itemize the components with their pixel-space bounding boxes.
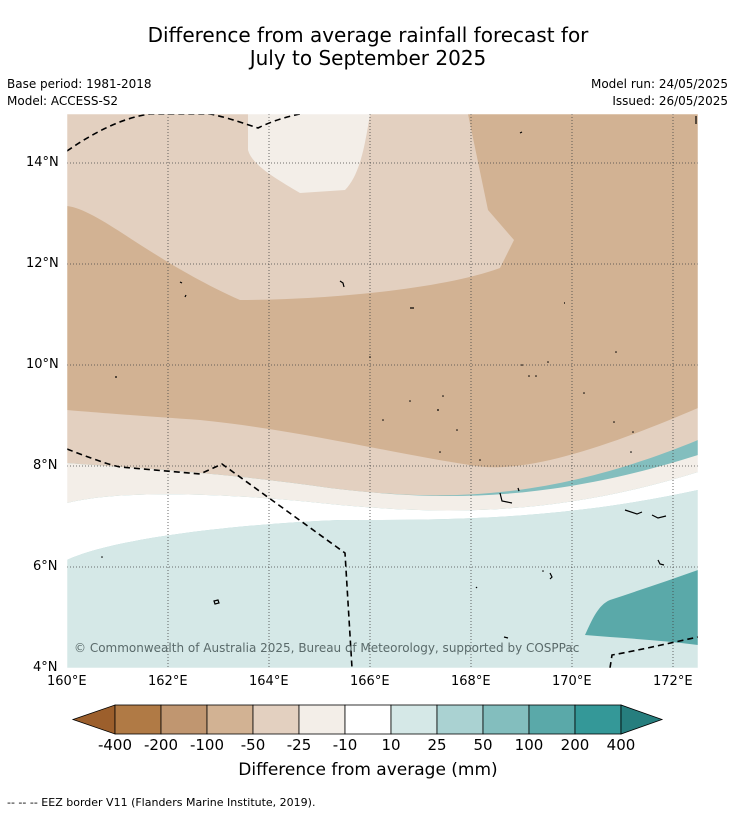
colorbar-segment	[436, 704, 484, 735]
colorbar-segment	[344, 704, 392, 735]
lon-label: 162°E	[148, 674, 188, 689]
island	[213, 599, 220, 605]
colorbar-tick-label: 100	[514, 736, 544, 754]
island	[503, 636, 509, 639]
band-fill-neg100-neg50	[67, 114, 698, 468]
graticule	[67, 114, 698, 668]
band-fill-10-25	[67, 490, 698, 668]
band-fill-100-200	[585, 570, 698, 645]
lon-label: 168°E	[451, 674, 491, 689]
base-period-text: Base period: 1981-2018	[7, 77, 152, 91]
colorbar-segment	[206, 704, 254, 735]
copyright-text: © Commonwealth of Australia 2025, Bureau…	[74, 641, 580, 655]
colorbar-segment	[528, 704, 576, 735]
lon-label: 170°E	[552, 674, 592, 689]
colorbar-tick-label: 400	[606, 736, 636, 754]
colorbar-tick-label: -10	[332, 736, 358, 754]
island	[339, 280, 345, 288]
lat-label: 6°N	[33, 559, 58, 574]
model-text: Model: ACCESS-S2	[7, 94, 119, 108]
colorbar-segment	[574, 704, 622, 735]
colorbar-title: Difference from average (mm)	[238, 760, 498, 780]
colorbar-extend-high	[620, 704, 664, 735]
lon-label: 160°E	[47, 674, 87, 689]
lat-label: 4°N	[33, 660, 58, 675]
eez-footnote: -- -- -- EEZ border V11 (Flanders Marine…	[7, 796, 316, 809]
island	[657, 559, 665, 566]
band-fill-neg10-10-patch	[248, 114, 370, 193]
island	[549, 572, 553, 580]
island	[499, 492, 513, 504]
colorbar-segment	[114, 704, 162, 735]
lat-label: 10°N	[26, 357, 59, 372]
lat-label: 8°N	[33, 458, 58, 473]
lon-label: 166°E	[350, 674, 390, 689]
lat-label: 12°N	[26, 256, 59, 271]
colorbar-tick-label: 200	[560, 736, 590, 754]
island	[624, 509, 643, 515]
colorbar-tick-label: 50	[473, 736, 493, 754]
lat-label: 14°N	[26, 155, 59, 170]
colorbar-extend-low	[71, 704, 116, 735]
island	[651, 514, 667, 519]
lon-label: 164°E	[249, 674, 289, 689]
island	[184, 294, 187, 298]
island-outlines	[115, 116, 697, 639]
band-fill-neg10-10	[67, 472, 698, 560]
colorbar-tick-label: -200	[143, 736, 179, 754]
map-title-line1: Difference from average rainfall forecas…	[147, 23, 589, 47]
colorbar-segment	[252, 704, 300, 735]
colorbar-tick-label: -100	[189, 736, 225, 754]
island-dots	[101, 351, 634, 572]
band-fill-neg25-neg10	[67, 455, 698, 511]
colorbar-segment	[160, 704, 208, 735]
colorbar-segment	[390, 704, 438, 735]
model-run-text: Model run: 24/05/2025	[590, 77, 728, 91]
colorbar-segment	[298, 704, 346, 735]
eez-border-south	[67, 448, 353, 668]
island	[519, 131, 523, 134]
rainfall-contour-fill	[67, 114, 698, 668]
eez-border-southeast	[609, 636, 698, 668]
colorbar-tick-label: 10	[381, 736, 401, 754]
colorbar	[71, 704, 664, 735]
island	[475, 586, 478, 589]
island	[179, 281, 183, 284]
colorbar-tick-label: 25	[427, 736, 447, 754]
island	[517, 487, 520, 492]
colorbar-segment	[482, 704, 530, 735]
eez-border-lines	[67, 114, 698, 668]
eez-border-north	[67, 114, 301, 152]
lon-label: 172°E	[653, 674, 693, 689]
colorbar-tick-label: -400	[97, 736, 133, 754]
map-title-line2: July to September 2025	[249, 46, 487, 70]
colorbar-tick-label: -25	[286, 736, 312, 754]
colorbar-tick-label: -50	[240, 736, 266, 754]
issued-text: Issued: 26/05/2025	[612, 94, 728, 108]
